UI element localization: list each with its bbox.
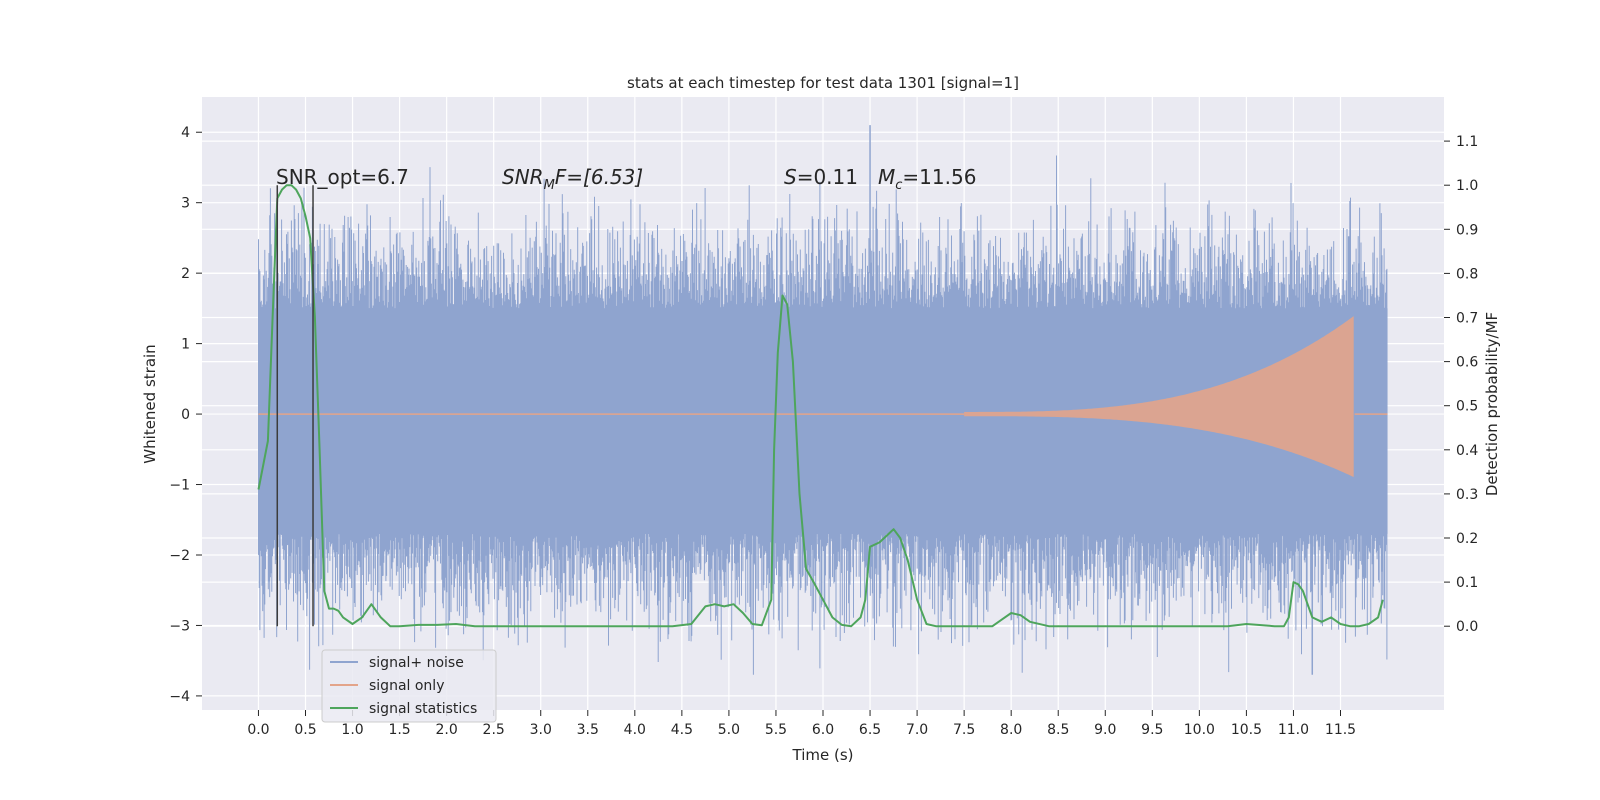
x-tick-label: 3.5 xyxy=(577,722,599,738)
y-tick-label-left: 3 xyxy=(181,196,190,212)
legend-box xyxy=(321,649,497,723)
x-tick-label: 1.0 xyxy=(341,722,363,738)
y-tick-label-left: 4 xyxy=(181,125,190,141)
y-tick-label-right: 0.4 xyxy=(1456,443,1478,459)
x-tick-label: 11.5 xyxy=(1325,722,1356,738)
y-tick-label-left: 0 xyxy=(181,407,190,423)
annotation-snr-opt: SNR_opt=6.7 xyxy=(276,165,409,189)
annotation-snr-mf-subscript: M xyxy=(544,178,555,193)
x-tick-label: 0.5 xyxy=(294,722,316,738)
x-tick-label: 5.0 xyxy=(718,722,740,738)
annotation-snr-mf-symbol: SNR xyxy=(502,165,544,189)
vertical-lines xyxy=(276,185,314,627)
annotation-mc: Mc=11.56 xyxy=(878,165,976,193)
x-tick-label: 6.0 xyxy=(812,722,834,738)
y-tick-label-left: −2 xyxy=(169,548,190,564)
y-tick-label-right: 0.9 xyxy=(1456,222,1478,238)
annotation-snr-mf: SNRMF=[6.53] xyxy=(502,165,643,193)
y-axis-label-right: Detection probability/MF xyxy=(1483,312,1501,496)
y-tick-label-left: −3 xyxy=(169,618,190,634)
legend: signal+ noise signal only signal statist… xyxy=(321,649,497,723)
x-axis-label: Time (s) xyxy=(792,746,854,764)
y-tick-label-right: 0.1 xyxy=(1456,575,1478,591)
x-tick-label: 4.5 xyxy=(671,722,693,738)
x-tick-label: 1.5 xyxy=(388,722,410,738)
annotation-mc-value: =11.56 xyxy=(902,165,976,189)
y-tick-label-right: 1.1 xyxy=(1456,134,1478,150)
y-tick-label-left: −4 xyxy=(169,689,190,705)
x-tick-label: 11.0 xyxy=(1278,722,1309,738)
y-tick-label-left: 2 xyxy=(181,266,190,282)
y-tick-label-right: 0.8 xyxy=(1456,266,1478,282)
x-tick-label: 9.0 xyxy=(1094,722,1116,738)
signal-statistics-line xyxy=(257,184,1384,628)
y-tick-label-right: 0.7 xyxy=(1456,311,1478,327)
x-tick-label: 5.5 xyxy=(765,722,787,738)
annotation-mc-subscript: c xyxy=(895,178,902,193)
x-tick-label: 10.0 xyxy=(1184,722,1215,738)
y-tick-label-right: 0.0 xyxy=(1456,619,1478,635)
signal-only-series xyxy=(258,316,1388,477)
tick-labels: 0.0 0.5 1.0 1.5 2.0 2.5 3.0 3.5 4.0 4.5 5.0 5.5 6.0 6… xyxy=(169,125,1478,738)
x-tick-label: 8.0 xyxy=(1000,722,1022,738)
y-tick-label-right: 0.2 xyxy=(1456,531,1478,547)
signal-only-chirp xyxy=(964,316,1354,477)
y-tick-label-left: −1 xyxy=(169,478,190,494)
legend-label-signal-noise: signal+ noise xyxy=(369,655,464,671)
annotation-s: S=0.11 xyxy=(784,165,858,189)
y-tick-label-right: 0.6 xyxy=(1456,355,1478,371)
y-tick-label-left: 1 xyxy=(181,337,190,353)
x-tick-label: 7.0 xyxy=(906,722,928,738)
x-tick-label: 3.0 xyxy=(530,722,552,738)
x-tick-label: 9.5 xyxy=(1141,722,1163,738)
x-tick-label: 2.5 xyxy=(483,722,505,738)
y-tick-label-right: 1.0 xyxy=(1456,178,1478,194)
x-tick-label: 2.0 xyxy=(436,722,458,738)
signal-statistics-series xyxy=(257,184,1384,628)
annotation-s-value: =0.11 xyxy=(797,165,858,189)
x-tick-label: 0.0 xyxy=(247,722,269,738)
y-tick-label-right: 0.3 xyxy=(1456,487,1478,503)
x-tick-label: 10.5 xyxy=(1231,722,1262,738)
chart-title: stats at each timestep for test data 130… xyxy=(627,74,1019,92)
legend-label-signal-statistics: signal statistics xyxy=(369,701,477,717)
x-tick-label: 7.5 xyxy=(953,722,975,738)
x-tick-label: 6.5 xyxy=(859,722,881,738)
x-tick-label: 8.5 xyxy=(1047,722,1069,738)
legend-label-signal-only: signal only xyxy=(369,678,444,694)
annotation-s-symbol: S xyxy=(784,165,797,189)
x-tick-label: 4.0 xyxy=(624,722,646,738)
y-axis-label-left: Whitened strain xyxy=(141,344,159,463)
annotation-snr-mf-value: F=[6.53] xyxy=(555,165,643,189)
y-tick-label-right: 0.5 xyxy=(1456,399,1478,415)
annotation-mc-symbol: M xyxy=(878,165,895,189)
